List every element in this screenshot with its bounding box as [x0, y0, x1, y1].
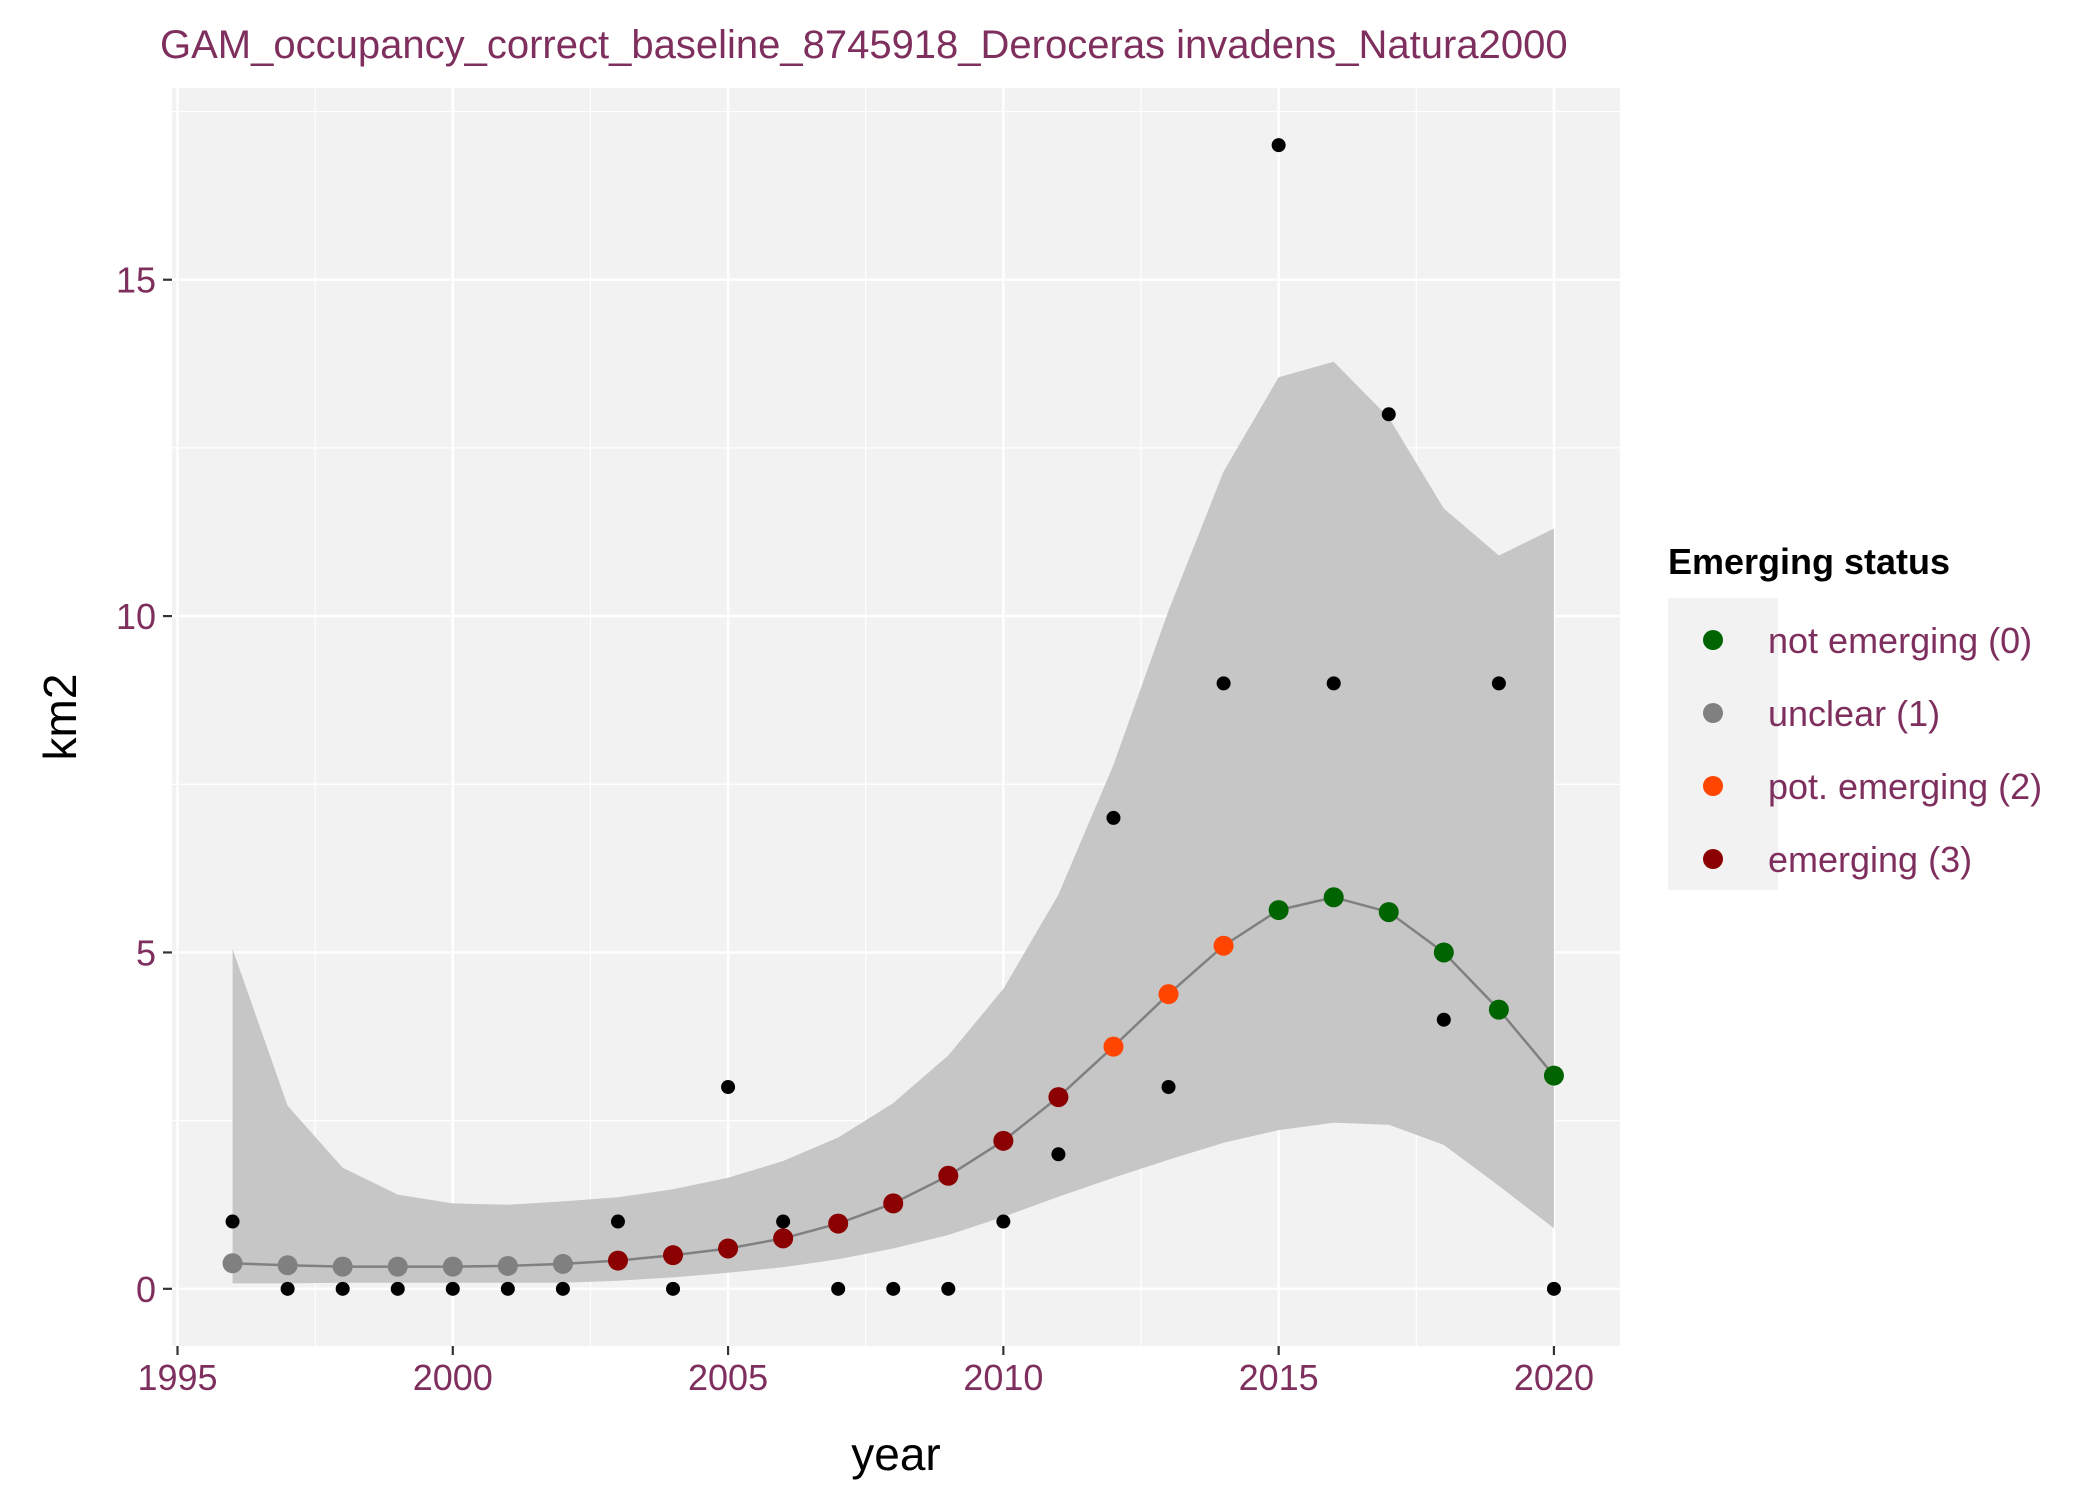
fitted-point	[1323, 887, 1344, 908]
fitted-points	[222, 887, 1564, 1277]
x-axis-title: year	[851, 1428, 940, 1480]
fitted-point	[387, 1256, 408, 1277]
fitted-point	[828, 1213, 849, 1234]
fitted-point	[497, 1255, 518, 1276]
axes: 1995 2000 2005 2010 2015 2020 0 5 10 15	[116, 260, 1594, 1398]
legend-items: not emerging (0) unclear (1) pot. emerging…	[1703, 620, 2042, 880]
fitted-point	[552, 1253, 573, 1274]
fitted-point	[1213, 935, 1234, 956]
fitted-point	[663, 1245, 684, 1266]
observed-point	[1106, 810, 1121, 825]
fitted-point	[332, 1256, 353, 1277]
fitted-point	[1268, 900, 1289, 921]
gridlines	[172, 88, 1620, 1346]
y-tick-label: 0	[136, 1269, 156, 1310]
y-tick-label: 15	[116, 260, 156, 301]
observed-point	[996, 1214, 1011, 1229]
fitted-point	[883, 1193, 904, 1214]
fitted-point	[718, 1238, 739, 1259]
x-tick-label: 2000	[413, 1357, 493, 1398]
confidence-band	[232, 361, 1554, 1284]
fitted-point	[442, 1256, 463, 1277]
legend-label: emerging (3)	[1768, 839, 1972, 880]
fitted-point	[993, 1130, 1014, 1151]
x-tick-label: 2005	[688, 1357, 768, 1398]
fitted-point	[607, 1250, 628, 1271]
observed-point	[1216, 676, 1231, 691]
legend: Emerging status not emerging (0) unclear …	[1668, 541, 2042, 890]
observed-point	[1271, 138, 1286, 153]
observed-point	[610, 1214, 625, 1229]
observed-point	[831, 1281, 846, 1296]
legend-key-background	[1668, 598, 1778, 890]
fitted-point	[1158, 984, 1179, 1005]
fitted-point	[773, 1228, 794, 1249]
fitted-point	[938, 1165, 959, 1186]
legend-swatch	[1703, 776, 1723, 796]
observed-point	[776, 1214, 791, 1229]
observed-point	[1436, 1012, 1451, 1027]
y-tick-label: 10	[116, 596, 156, 637]
y-axis-title: km2	[34, 674, 86, 761]
observed-point	[390, 1281, 405, 1296]
observed-point	[666, 1281, 681, 1296]
legend-label: pot. emerging (2)	[1768, 766, 2042, 807]
observed-points	[225, 138, 1561, 1296]
fitted-point	[1433, 942, 1454, 963]
observed-point	[1161, 1080, 1176, 1094]
observed-point	[1381, 407, 1396, 422]
y-tick-label: 5	[136, 932, 156, 973]
observed-point	[886, 1281, 901, 1296]
observed-point	[445, 1281, 460, 1296]
legend-title: Emerging status	[1668, 541, 1950, 582]
x-tick-label: 1995	[137, 1357, 217, 1398]
fitted-point	[222, 1253, 243, 1274]
observed-point	[500, 1281, 515, 1296]
legend-swatch	[1703, 630, 1723, 650]
fitted-point	[1378, 902, 1399, 923]
x-tick-label: 2010	[963, 1357, 1043, 1398]
legend-swatch	[1703, 849, 1723, 869]
observed-point	[280, 1281, 295, 1296]
observed-point	[555, 1281, 570, 1296]
observed-point	[1491, 676, 1506, 691]
fitted-point	[1048, 1087, 1069, 1108]
observed-point	[1326, 676, 1341, 691]
observed-point	[1051, 1147, 1066, 1162]
observed-point	[721, 1080, 736, 1094]
observed-point	[225, 1214, 240, 1229]
x-tick-label: 2015	[1239, 1357, 1319, 1398]
legend-swatch	[1703, 703, 1723, 723]
chart-title: GAM_occupancy_correct_baseline_8745918_D…	[160, 23, 1568, 67]
observed-point	[335, 1281, 350, 1296]
fitted-point	[277, 1255, 298, 1276]
observed-point	[1546, 1281, 1561, 1296]
confidence-ribbon	[232, 361, 1554, 1284]
fitted-point	[1543, 1065, 1564, 1086]
observed-point	[941, 1281, 956, 1296]
legend-label: not emerging (0)	[1768, 620, 2032, 661]
legend-label: unclear (1)	[1768, 693, 1940, 734]
fitted-point	[1488, 999, 1509, 1020]
fitted-point	[1103, 1036, 1124, 1057]
x-tick-label: 2020	[1514, 1357, 1594, 1398]
